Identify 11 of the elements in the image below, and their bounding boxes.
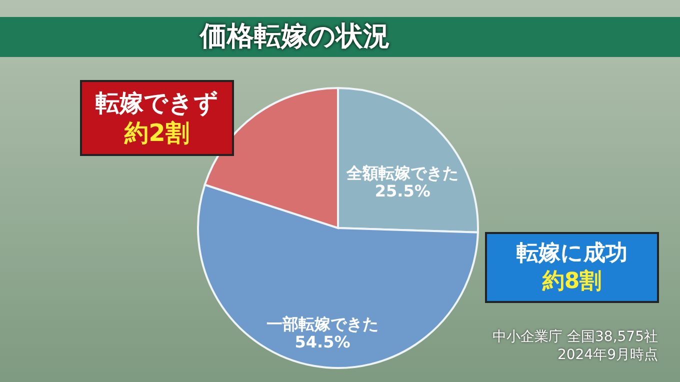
data-label: 約2割 — [123, 118, 190, 148]
data-label: 25.5% — [374, 181, 430, 200]
slice-label: 一部転嫁できた — [266, 314, 379, 334]
slice-label: 転嫁できず — [94, 88, 220, 118]
chart-title: 価格転嫁の状況 — [200, 20, 390, 54]
text: 約8割 — [541, 268, 603, 295]
data-label: 54.5% — [294, 332, 350, 352]
slice-label: 全額転嫁できた — [346, 163, 459, 182]
text: 2024年9月時点 — [556, 346, 658, 364]
text: 転嫁に成功 — [516, 240, 628, 268]
text: 中小企業庁 全国38,575社 — [492, 328, 658, 346]
